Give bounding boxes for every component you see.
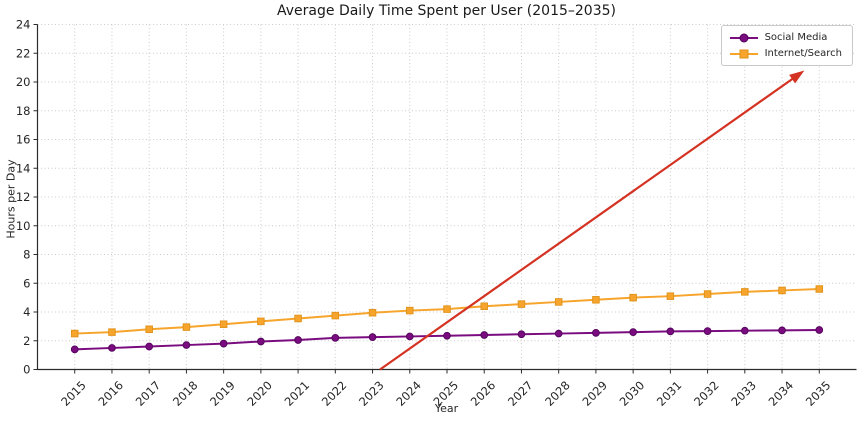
data-point-marker	[108, 344, 116, 352]
data-point-marker	[219, 320, 228, 328]
y-tick-label: 8	[23, 248, 30, 262]
y-tick-label: 18	[16, 104, 31, 118]
trend-arrow-line	[379, 75, 797, 371]
data-point-marker	[778, 286, 786, 295]
data-point-marker	[257, 337, 265, 346]
data-point-marker	[405, 332, 414, 341]
legend-entry-internet-search: Internet/Search	[729, 48, 842, 59]
data-point-marker	[70, 345, 79, 354]
data-point-marker	[740, 326, 749, 335]
data-point-marker	[815, 285, 824, 293]
data-point-marker	[145, 342, 154, 351]
data-point-marker	[368, 308, 377, 317]
data-point-marker	[219, 339, 228, 348]
data-point-marker	[517, 330, 526, 339]
data-point-marker	[815, 326, 824, 334]
y-tick-label: 10	[16, 219, 31, 233]
data-point-marker	[108, 328, 116, 336]
data-point-marker	[480, 331, 489, 339]
legend-entry-social-media: Social Media	[729, 32, 842, 43]
y-axis-label: Hours per Day	[4, 159, 18, 239]
y-tick-label: 4	[23, 305, 30, 319]
square-marker-icon	[739, 49, 749, 58]
data-point-marker	[703, 327, 712, 335]
legend-label-social-media: Social Media	[764, 32, 828, 43]
data-point-marker	[294, 336, 302, 344]
data-point-marker	[554, 298, 563, 306]
data-point-marker	[145, 325, 153, 334]
y-tick-label: 0	[23, 363, 30, 377]
data-point-marker	[443, 331, 451, 340]
data-point-marker	[554, 329, 563, 338]
data-point-marker	[666, 327, 675, 336]
y-tick-label: 2	[23, 334, 30, 348]
data-point-marker	[368, 333, 377, 342]
legend-swatch-social-media	[729, 33, 758, 42]
data-point-marker	[257, 317, 265, 326]
y-tick-label: 14	[16, 161, 31, 175]
data-point-marker	[517, 300, 526, 308]
y-tick-label: 20	[16, 75, 31, 89]
data-point-marker	[778, 326, 786, 335]
y-tick-label: 16	[16, 133, 31, 147]
data-point-marker	[592, 328, 600, 337]
data-point-marker	[666, 292, 675, 300]
chart-title: Average Daily Time Spent per User (2015–…	[277, 3, 616, 19]
data-point-marker	[70, 329, 79, 338]
y-tick-label: 24	[16, 18, 31, 32]
data-point-marker	[480, 302, 488, 311]
x-axis-label: Year	[434, 402, 459, 415]
data-point-marker	[182, 323, 191, 331]
trend-arrow-head	[789, 70, 805, 84]
y-tick-label: 6	[23, 276, 30, 290]
data-point-marker	[703, 290, 712, 298]
circle-marker-icon	[739, 33, 749, 42]
data-point-marker	[182, 341, 191, 349]
legend-label-internet-search: Internet/Search	[764, 48, 842, 59]
legend: Social Media Internet/Search	[720, 25, 853, 66]
data-point-marker	[331, 311, 340, 320]
data-point-marker	[443, 305, 451, 313]
y-tick-label: 12	[16, 190, 31, 204]
data-point-marker	[331, 334, 340, 342]
data-point-marker	[592, 296, 600, 304]
y-tick-label: 22	[16, 46, 31, 60]
data-point-marker	[406, 306, 414, 315]
data-point-marker	[741, 288, 749, 296]
data-point-marker	[294, 314, 302, 323]
legend-swatch-internet-search	[729, 49, 758, 58]
data-point-marker	[629, 293, 637, 302]
data-point-marker	[629, 328, 637, 336]
